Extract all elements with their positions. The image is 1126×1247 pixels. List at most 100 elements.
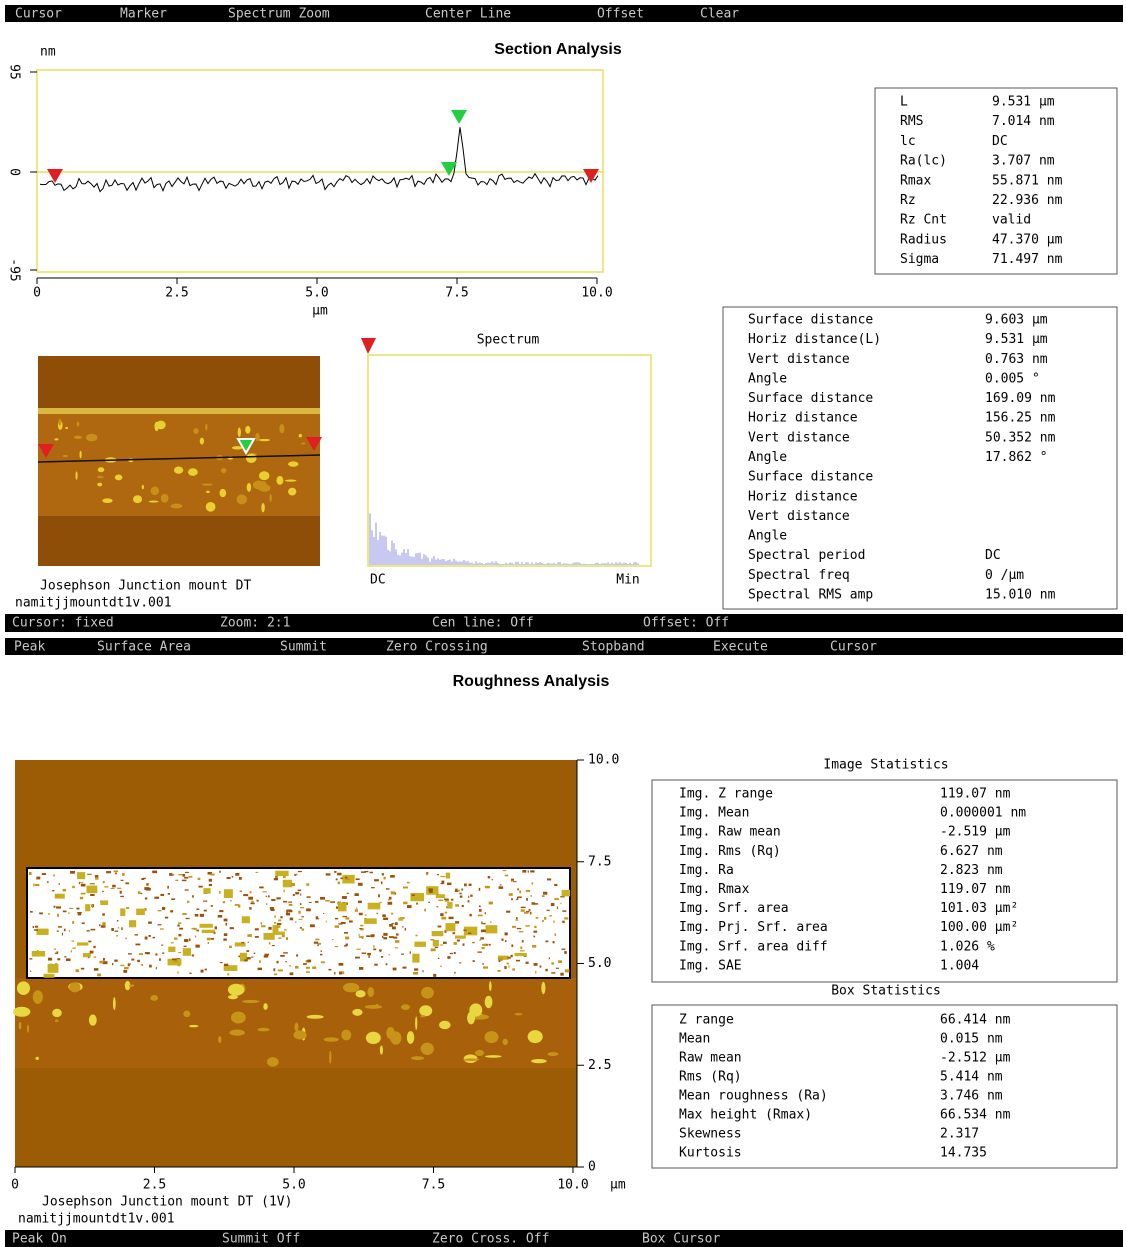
feature bbox=[76, 908, 79, 910]
feature bbox=[215, 926, 217, 929]
feature bbox=[283, 876, 286, 878]
roughness-title: Roughness Analysis bbox=[453, 673, 610, 690]
feature bbox=[504, 966, 506, 969]
feature bbox=[155, 953, 157, 955]
feature bbox=[416, 903, 418, 905]
feature bbox=[533, 931, 537, 933]
feature bbox=[403, 887, 408, 889]
feature bbox=[306, 908, 311, 911]
feature bbox=[243, 894, 248, 896]
feature bbox=[30, 971, 31, 972]
menu-item[interactable]: Cursor bbox=[15, 7, 62, 22]
feature bbox=[511, 881, 512, 882]
feature bbox=[395, 940, 399, 943]
feature bbox=[446, 873, 450, 879]
feature bbox=[367, 987, 374, 997]
feature bbox=[450, 953, 453, 954]
feature bbox=[298, 890, 301, 892]
menu-item[interactable]: Spectrum Zoom bbox=[228, 7, 330, 22]
stat-value: 100.00 µm² bbox=[940, 920, 1018, 935]
stat-value: 2.317 bbox=[940, 1127, 979, 1142]
feature bbox=[300, 907, 304, 908]
feature bbox=[359, 928, 362, 929]
feature bbox=[259, 484, 271, 492]
feature bbox=[268, 895, 270, 897]
feature bbox=[182, 874, 185, 877]
feature bbox=[488, 876, 491, 878]
menu-item[interactable]: Zero Crossing bbox=[386, 640, 488, 655]
feature bbox=[192, 895, 194, 897]
feature bbox=[441, 881, 444, 884]
feature bbox=[520, 950, 525, 951]
feature bbox=[447, 956, 450, 959]
feature bbox=[211, 905, 213, 907]
feature bbox=[165, 917, 168, 919]
feature bbox=[168, 893, 170, 895]
stat-value: 9.531 µm bbox=[985, 332, 1048, 347]
menu-item[interactable]: Marker bbox=[120, 7, 167, 22]
feature bbox=[160, 894, 164, 896]
feature bbox=[162, 907, 165, 910]
feature bbox=[359, 967, 363, 970]
feature bbox=[100, 900, 108, 905]
feature bbox=[178, 952, 181, 953]
menu-item[interactable]: Execute bbox=[713, 640, 768, 655]
stat-value: DC bbox=[992, 134, 1008, 149]
menu-item[interactable]: Surface Area bbox=[97, 640, 191, 655]
feature bbox=[55, 438, 59, 440]
feature bbox=[196, 908, 199, 909]
feature bbox=[274, 915, 276, 917]
feature bbox=[247, 934, 252, 937]
feature bbox=[398, 918, 403, 921]
feature bbox=[405, 928, 406, 931]
menu-item[interactable]: Center Line bbox=[425, 7, 511, 22]
feature bbox=[299, 434, 302, 438]
menu-item[interactable]: Offset bbox=[597, 7, 644, 22]
feature bbox=[549, 915, 552, 916]
feature bbox=[551, 972, 555, 973]
feature bbox=[421, 987, 434, 999]
feature bbox=[460, 896, 463, 898]
menu-item[interactable]: Summit bbox=[280, 640, 327, 655]
feature bbox=[562, 890, 570, 896]
feature bbox=[266, 903, 267, 904]
feature bbox=[307, 960, 311, 963]
menu-item[interactable]: Cursor bbox=[830, 640, 877, 655]
menu-item[interactable]: Stopband bbox=[582, 640, 645, 655]
stat-value: 9.603 µm bbox=[985, 313, 1048, 328]
stat-value: 47.370 µm bbox=[992, 232, 1063, 247]
feature bbox=[439, 1021, 450, 1029]
feature bbox=[518, 896, 522, 897]
status-bar bbox=[5, 614, 1123, 632]
feature bbox=[381, 881, 382, 884]
feature bbox=[220, 962, 223, 963]
feature bbox=[94, 956, 97, 957]
feature bbox=[543, 892, 547, 895]
feature bbox=[447, 883, 451, 885]
feature bbox=[342, 971, 344, 974]
feature bbox=[354, 893, 358, 896]
feature bbox=[515, 953, 527, 956]
feature bbox=[99, 961, 103, 964]
stat-label: Spectral freq bbox=[748, 568, 850, 583]
feature bbox=[289, 910, 293, 912]
feature bbox=[144, 887, 149, 890]
menu-item[interactable]: Peak bbox=[14, 640, 45, 655]
feature bbox=[97, 476, 103, 478]
stat-label: Horiz distance bbox=[748, 489, 858, 504]
feature bbox=[521, 909, 525, 911]
feature bbox=[301, 442, 305, 444]
feature bbox=[115, 475, 123, 481]
feature bbox=[274, 932, 285, 935]
box-cursor[interactable] bbox=[27, 868, 570, 978]
feature bbox=[177, 971, 178, 973]
feature bbox=[545, 940, 548, 942]
feature bbox=[203, 901, 207, 902]
feature bbox=[564, 951, 567, 954]
menu-item[interactable]: Clear bbox=[700, 7, 739, 22]
feature bbox=[185, 889, 189, 890]
feature bbox=[209, 879, 212, 882]
feature bbox=[57, 958, 60, 960]
status-text: Zero Cross. Off bbox=[432, 1232, 549, 1247]
feature bbox=[72, 947, 75, 948]
